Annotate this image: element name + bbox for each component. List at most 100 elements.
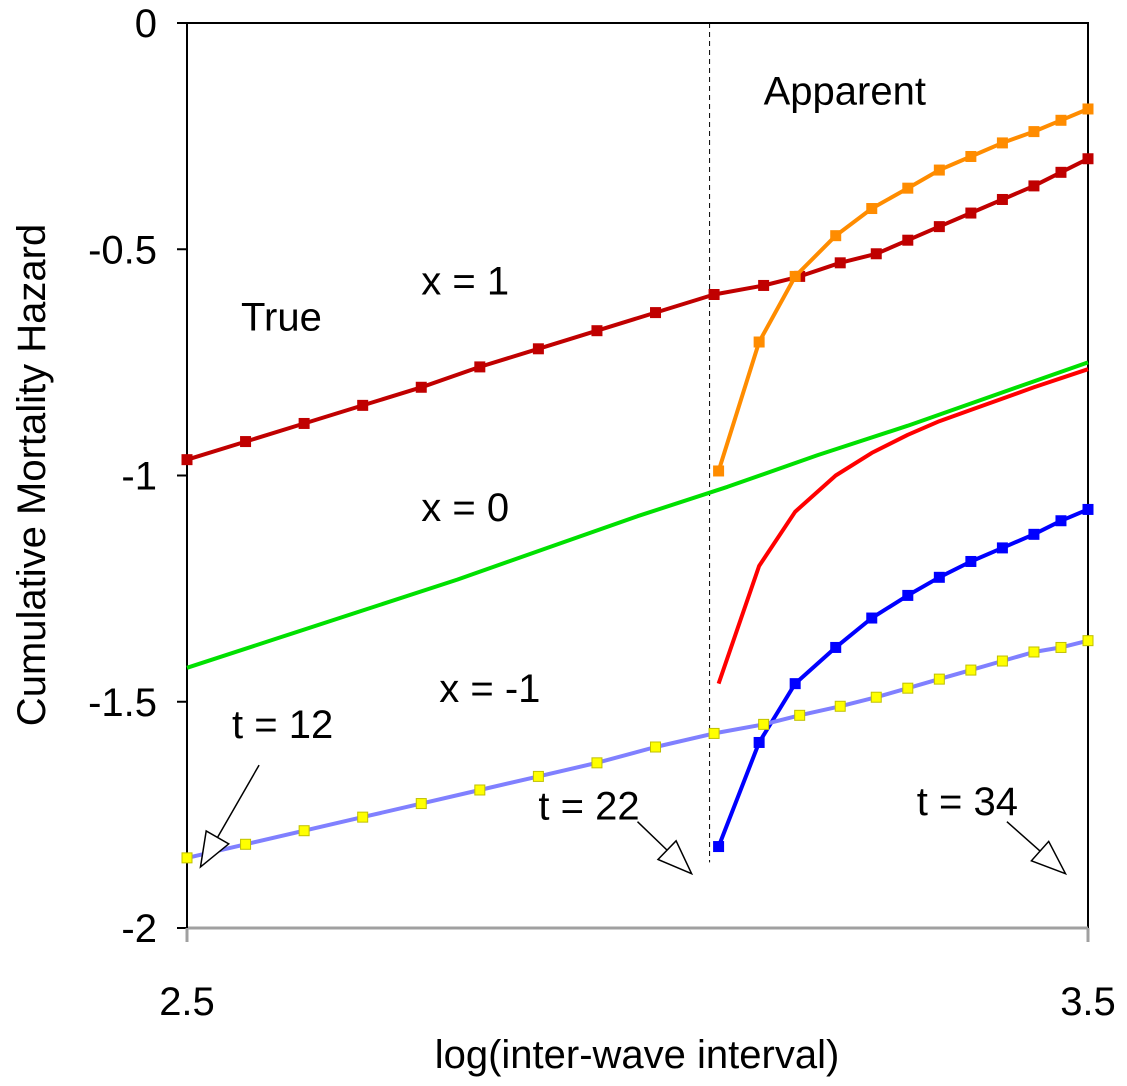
data-point (591, 325, 603, 337)
series-2 (716, 367, 1089, 685)
arrow-head (199, 829, 231, 869)
data-point (794, 709, 806, 721)
data-point (708, 727, 720, 739)
data-point (1082, 503, 1094, 515)
data-point (357, 811, 369, 823)
data-point (834, 257, 846, 269)
annotation-label: True (241, 296, 322, 340)
x-tick-label: 3.5 (1060, 980, 1116, 1024)
data-point (902, 182, 914, 194)
arrow-shaft (1006, 821, 1041, 852)
y-tick-label: -1 (121, 455, 157, 499)
series-4 (713, 503, 1094, 853)
x-axis-title: log(inter-wave interval) (435, 1033, 840, 1077)
arrow-shaft (216, 764, 260, 838)
data-point (1055, 641, 1067, 653)
data-point (1028, 528, 1040, 540)
annotation-label: x = -1 (439, 667, 540, 711)
annotation-label: t = 34 (917, 780, 1018, 824)
data-point (532, 770, 544, 782)
data-point (650, 741, 662, 753)
data-point (933, 673, 945, 685)
data-point (298, 825, 310, 837)
data-point (902, 589, 914, 601)
data-point (996, 542, 1008, 554)
data-point (965, 207, 977, 219)
data-point (902, 234, 914, 246)
data-point (1082, 153, 1094, 165)
data-point (240, 436, 252, 448)
series-layer (181, 103, 1094, 864)
data-point (996, 193, 1008, 205)
data-point (181, 454, 193, 466)
data-point (1055, 114, 1067, 126)
data-point (650, 307, 662, 319)
series-5 (181, 635, 1094, 864)
y-tick-label: 0 (135, 2, 157, 46)
data-point (753, 736, 765, 748)
y-tick-label: -2 (121, 907, 157, 951)
data-point (532, 343, 544, 355)
data-point (1028, 646, 1040, 658)
data-point (758, 718, 770, 730)
data-point (181, 852, 193, 864)
arrow (636, 821, 694, 876)
annotation-label: t = 22 (538, 784, 639, 828)
data-point (357, 399, 369, 411)
annotation-label: x = 0 (421, 486, 509, 530)
data-point (415, 381, 427, 393)
arrow-head (656, 839, 694, 876)
data-point (474, 361, 486, 373)
data-point (866, 203, 878, 215)
annotation-layer: Apparent True x = 1 x = 0 x = -1 t = 12 t = 22… (199, 69, 1068, 876)
data-point (866, 612, 878, 624)
series-line (716, 507, 1089, 848)
data-point (830, 230, 842, 242)
data-point (965, 664, 977, 676)
data-point (240, 838, 252, 850)
data-point (902, 682, 914, 694)
data-point (1028, 126, 1040, 138)
data-point (713, 841, 725, 853)
data-point (708, 289, 720, 300)
data-point (965, 150, 977, 162)
tick-layer: 0 -0.5 -1 -1.5 -22.5 3.5 (88, 2, 1116, 1024)
y-axis-title: Cumulative Mortality Hazard (10, 224, 54, 726)
y-tick-label: -0.5 (88, 228, 157, 272)
data-point (965, 555, 977, 567)
data-point (830, 641, 842, 653)
series-line (186, 360, 1089, 670)
annotation-label: t = 12 (232, 703, 333, 747)
series-1 (713, 103, 1094, 477)
data-point (1082, 635, 1094, 647)
data-point (298, 417, 310, 429)
data-point (789, 678, 801, 690)
arrow (199, 764, 260, 869)
data-point (870, 691, 882, 703)
series-line (716, 367, 1089, 685)
data-point (1055, 166, 1067, 178)
data-point (713, 465, 725, 477)
data-point (474, 784, 486, 796)
series-line (716, 107, 1089, 472)
data-point (870, 248, 882, 260)
data-point (415, 798, 427, 810)
x-tick-label: 2.5 (159, 980, 215, 1024)
annotation-label: x = 1 (421, 260, 509, 304)
y-tick-label: -1.5 (88, 681, 157, 725)
arrow (1006, 821, 1068, 876)
data-point (591, 757, 603, 769)
arrow-shaft (636, 821, 668, 851)
data-point (1082, 103, 1094, 115)
data-point (1055, 515, 1067, 527)
series-3 (186, 360, 1089, 670)
data-point (1028, 180, 1040, 192)
data-point (933, 571, 945, 583)
data-point (933, 221, 945, 233)
data-point (789, 270, 801, 282)
data-point (753, 336, 765, 348)
data-point (834, 700, 846, 712)
data-point (996, 137, 1008, 149)
annotation-label: Apparent (764, 69, 926, 113)
